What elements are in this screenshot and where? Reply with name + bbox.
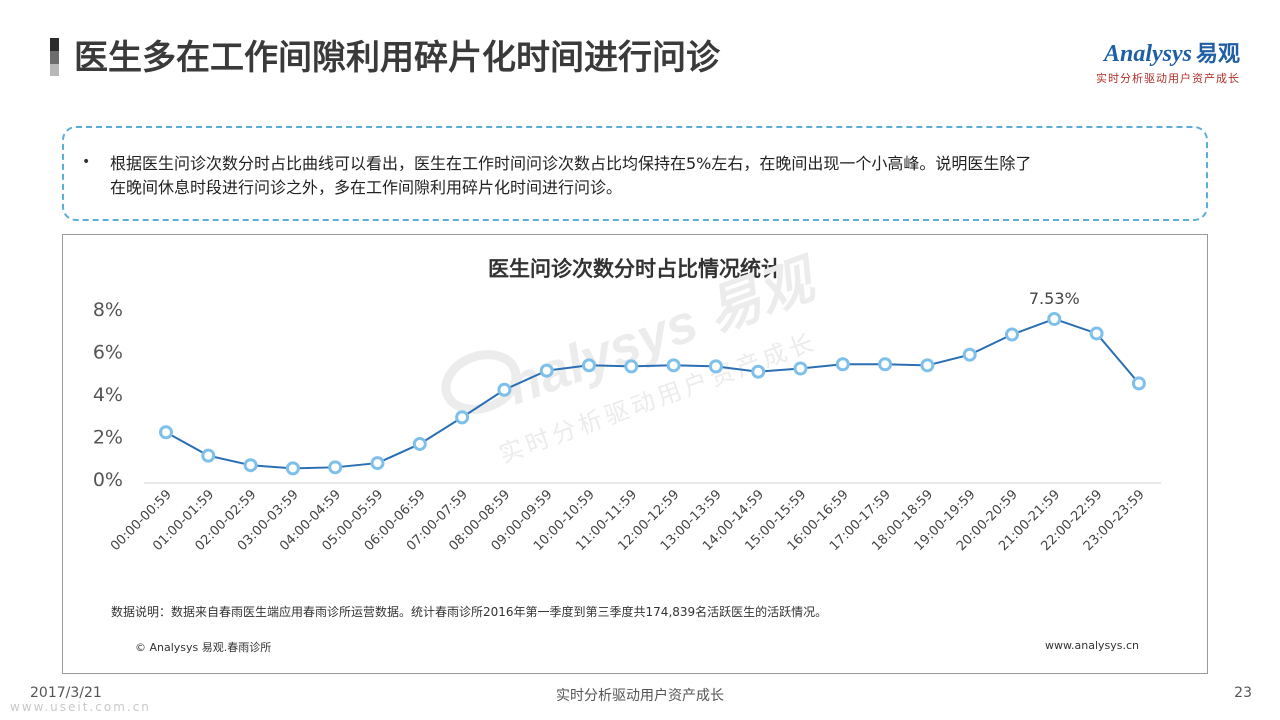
data-point xyxy=(412,436,427,451)
data-point xyxy=(793,361,808,376)
logo-text: Analysys xyxy=(1103,41,1192,67)
website: www.analysys.cn xyxy=(1045,639,1139,652)
data-point xyxy=(201,448,216,463)
series-line xyxy=(165,317,1140,470)
data-point xyxy=(878,357,893,372)
data-point xyxy=(920,358,935,373)
data-point xyxy=(1047,311,1062,326)
data-point xyxy=(1131,376,1146,391)
summary-line-1: 根据医生问诊次数分时占比曲线可以看出，医生在工作时间问诊次数占比均保持在5%左右… xyxy=(110,154,1032,173)
data-note: 数据说明：数据来自春雨医生端应用春雨诊所运营数据。统计春雨诊所2016年第一季度… xyxy=(111,605,828,619)
data-point xyxy=(455,410,470,425)
data-point xyxy=(1005,327,1019,342)
y-tick-label: 6% xyxy=(93,342,123,364)
watermark: nalysys 易观 实时分析驱动用户资产成长 xyxy=(441,248,827,469)
data-point xyxy=(285,461,300,476)
logo-tagline: 实时分析驱动用户资产成长 xyxy=(1096,72,1240,85)
data-point xyxy=(370,456,385,471)
y-tick-label: 8% xyxy=(93,299,123,321)
data-point xyxy=(666,358,681,373)
data-point xyxy=(962,347,977,362)
y-tick-label: 0% xyxy=(93,469,123,491)
logo-cn: 易观 xyxy=(1195,42,1240,67)
y-tick-label: 2% xyxy=(93,427,123,449)
chart-title: 医生问诊次数分时占比情况统计 xyxy=(488,257,782,281)
data-point xyxy=(624,359,639,374)
footer-tagline: 实时分析驱动用户资产成长 xyxy=(556,688,724,704)
title-accent-bar xyxy=(50,38,59,76)
data-point xyxy=(539,363,554,378)
data-point xyxy=(1089,326,1104,341)
page-title: 医生多在工作间隙利用碎片化时间进行问诊 xyxy=(74,38,720,78)
footer-date: 2017/3/21 xyxy=(30,685,102,701)
data-point xyxy=(243,458,258,473)
copyright: © Analysys 易观.春雨诊所 xyxy=(135,641,272,654)
summary-line-2: 在晚间休息时段进行问诊之外，多在工作间隙利用碎片化时间进行问诊。 xyxy=(110,178,623,197)
page-number: 23 xyxy=(1234,685,1252,701)
data-point xyxy=(159,425,173,440)
summary-bullet: • xyxy=(82,154,91,170)
data-point xyxy=(835,357,850,372)
data-point xyxy=(328,460,343,475)
line-chart: nalysys 易观 实时分析驱动用户资产成长 0%2%4%6%8%00:00-… xyxy=(93,248,1161,554)
data-point xyxy=(708,359,723,374)
data-point xyxy=(582,358,596,373)
peak-data-label: 7.53% xyxy=(1029,289,1080,308)
summary-box: • 根据医生问诊次数分时占比曲线可以看出，医生在工作时间问诊次数占比均保持在5%… xyxy=(62,126,1208,221)
analysys-logo: Analysys 易观 实时分析驱动用户资产成长 xyxy=(1096,36,1240,86)
footer-watermark: www.useit.com.cn xyxy=(10,700,151,714)
data-point xyxy=(751,364,766,379)
data-point xyxy=(497,382,512,397)
y-tick-label: 4% xyxy=(93,384,123,406)
chart-panel: 医生问诊次数分时占比情况统计 nalysys 易观 实时分析驱动用户资产成长 0… xyxy=(62,234,1208,674)
